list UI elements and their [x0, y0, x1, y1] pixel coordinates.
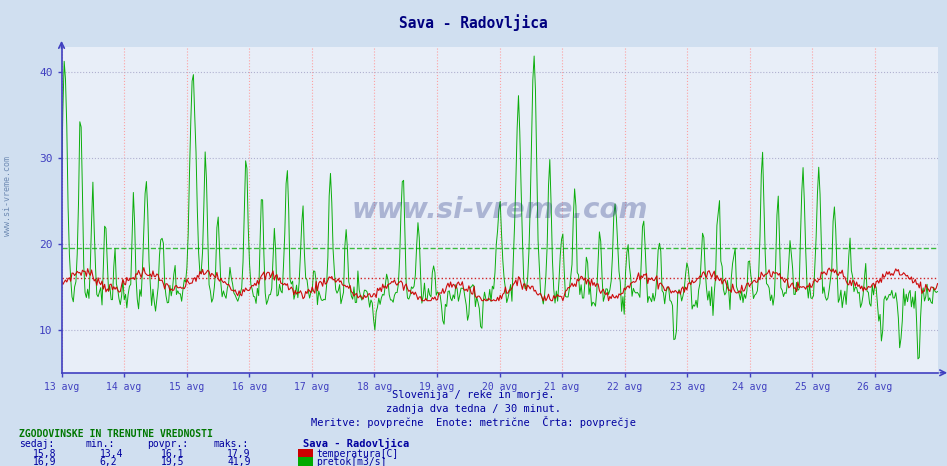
Text: pretok[m3/s]: pretok[m3/s] — [316, 457, 386, 466]
Text: www.si-vreme.com: www.si-vreme.com — [351, 196, 648, 224]
Text: min.:: min.: — [85, 439, 115, 449]
Text: Sava - Radovljica: Sava - Radovljica — [303, 439, 409, 449]
Text: 13,4: 13,4 — [99, 449, 123, 459]
Text: Sava - Radovljica: Sava - Radovljica — [399, 14, 548, 31]
Text: maks.:: maks.: — [213, 439, 248, 449]
Text: temperatura[C]: temperatura[C] — [316, 449, 399, 459]
Text: 16,9: 16,9 — [33, 457, 57, 466]
Text: 15,8: 15,8 — [33, 449, 57, 459]
Text: www.si-vreme.com: www.si-vreme.com — [3, 156, 12, 236]
Text: povpr.:: povpr.: — [147, 439, 188, 449]
Text: 19,5: 19,5 — [161, 457, 185, 466]
Text: ZGODOVINSKE IN TRENUTNE VREDNOSTI: ZGODOVINSKE IN TRENUTNE VREDNOSTI — [19, 429, 213, 439]
Text: 17,9: 17,9 — [227, 449, 251, 459]
Text: zadnja dva tedna / 30 minut.: zadnja dva tedna / 30 minut. — [386, 404, 561, 414]
Text: sedaj:: sedaj: — [19, 439, 54, 449]
Text: Slovenija / reke in morje.: Slovenija / reke in morje. — [392, 391, 555, 400]
Text: 6,2: 6,2 — [99, 457, 117, 466]
Text: 16,1: 16,1 — [161, 449, 185, 459]
Text: Meritve: povprečne  Enote: metrične  Črta: povprečje: Meritve: povprečne Enote: metrične Črta:… — [311, 417, 636, 428]
Text: 41,9: 41,9 — [227, 457, 251, 466]
